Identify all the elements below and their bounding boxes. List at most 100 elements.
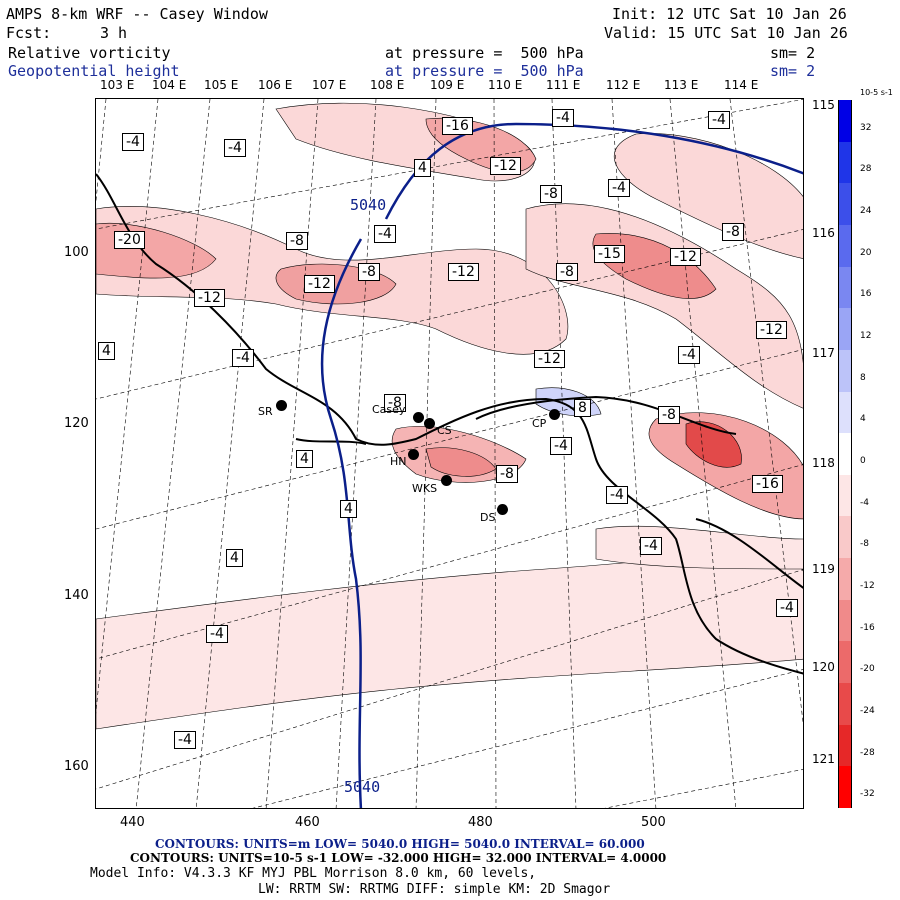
station-label: Casey: [372, 403, 406, 416]
contour-label: -15: [594, 245, 625, 263]
colorbar-segment: [838, 474, 852, 517]
colorbar-segment: [838, 224, 852, 268]
map-title: AMPS 8-km WRF -- Casey Window: [6, 5, 268, 23]
colorbar-segment: [838, 183, 852, 226]
contour-label: -4: [678, 346, 700, 364]
y-tick: 120: [64, 416, 89, 431]
lon-label: 104 E: [152, 78, 187, 92]
colorbar-segment: [838, 141, 852, 184]
y-tick: 100: [64, 245, 89, 260]
contour-label: -20: [114, 231, 145, 249]
lon-label: 110 E: [488, 78, 523, 92]
colorbar-label: -12: [860, 580, 875, 591]
lon-label: 109 E: [430, 78, 465, 92]
x-tick: 500: [641, 815, 666, 830]
footer-contours-height: CONTOURS: UNITS=m LOW= 5040.0 HIGH= 5040…: [155, 837, 645, 851]
station-marker[interactable]: [549, 409, 560, 420]
station-marker[interactable]: [408, 449, 419, 460]
contour-label: -8: [384, 394, 406, 412]
station-label: HN: [390, 455, 407, 468]
colorbar-label: -24: [860, 705, 875, 716]
lon-label: 107 E: [312, 78, 347, 92]
map-plot: [96, 99, 803, 808]
contour-label: -4: [206, 625, 228, 643]
contour-label: -4: [374, 225, 396, 243]
lon-label: 112 E: [606, 78, 641, 92]
y-tick: 160: [64, 759, 89, 774]
station-label: CP: [532, 417, 547, 430]
colorbar-label: -4: [860, 497, 869, 508]
contour-label: -4: [550, 437, 572, 455]
colorbar-label: 32: [860, 122, 872, 133]
colorbar-label: 0: [860, 456, 866, 466]
footer-physics: LW: RRTM SW: RRTMG DIFF: simple KM: 2D S…: [258, 882, 611, 897]
colorbar-segment: [838, 266, 852, 309]
colorbar-segment: [838, 433, 852, 476]
station-marker[interactable]: [413, 412, 424, 423]
lon-label: 105 E: [204, 78, 239, 92]
field1-name: Relative vorticity: [8, 44, 171, 62]
lat-lon-grid: [96, 99, 803, 808]
lat-label: 115 E: [812, 98, 847, 112]
colorbar-segment: [838, 641, 852, 684]
colorbar-segment: [838, 391, 852, 434]
forecast-label: Fcst:: [6, 24, 52, 42]
colorbar-label: -20: [860, 664, 875, 675]
lon-label: 113 E: [664, 78, 699, 92]
colorbar-label: 24: [860, 206, 872, 217]
y-tick: 140: [64, 588, 89, 603]
contour-label: -8: [358, 263, 380, 281]
station-marker[interactable]: [276, 400, 287, 411]
contour-label: 4: [98, 342, 115, 360]
field1-level: at pressure = 500 hPa: [385, 44, 584, 62]
contour-label: 4: [226, 549, 243, 567]
contour-label: -8: [722, 223, 744, 241]
lat-label: 120 E: [812, 660, 847, 674]
contour-label: -12: [448, 263, 479, 281]
field2-level: at pressure = 500 hPa: [385, 62, 584, 80]
contour-label: 8: [574, 399, 591, 417]
colorbar-segment: [838, 599, 852, 642]
lat-label: 118 E: [812, 456, 847, 470]
colorbar-segment: [838, 683, 852, 726]
field2-name: Geopotential height: [8, 62, 180, 80]
colorbar-label: 4: [860, 414, 866, 425]
station-marker[interactable]: [441, 475, 452, 486]
contour-label: -4: [776, 599, 798, 617]
colorbar-label: -8: [860, 539, 869, 550]
station-label: SR: [258, 405, 273, 418]
contour-label: 4: [340, 500, 357, 518]
station-marker[interactable]: [497, 504, 508, 515]
lon-label: 108 E: [370, 78, 405, 92]
contour-label: -4: [174, 731, 196, 749]
colorbar-segment: [838, 558, 852, 601]
colorbar-segment: [838, 516, 852, 559]
contour-label: -12: [194, 289, 225, 307]
contour-label: -8: [286, 232, 308, 250]
height-contour-label: 5040: [344, 778, 381, 796]
x-tick: 480: [468, 815, 493, 830]
contour-label: -12: [670, 248, 701, 266]
contour-label: -12: [756, 321, 787, 339]
lon-label: 103 E: [100, 78, 135, 92]
lat-label: 116 E: [812, 226, 847, 240]
contour-label: -4: [122, 133, 144, 151]
x-tick: 440: [120, 815, 145, 830]
footer-model-info: Model Info: V4.3.3 KF MYJ PBL Morrison 8…: [90, 866, 537, 881]
colorbar-label: -28: [860, 747, 875, 758]
contour-label: -12: [490, 157, 521, 175]
lon-label: 106 E: [258, 78, 293, 92]
colorbar-label: 12: [860, 331, 872, 342]
colorbar-segment: [838, 100, 852, 143]
colorbar-label: -32: [860, 789, 875, 800]
colorbar-unit: 10-5 s-1: [860, 88, 893, 97]
station-marker[interactable]: [424, 418, 435, 429]
contour-label: -8: [658, 406, 680, 424]
contour-label: -8: [496, 465, 518, 483]
contour-label: -4: [608, 179, 630, 197]
x-tick: 460: [295, 815, 320, 830]
valid-time: Valid: 15 UTC Sat 10 Jan 26: [604, 24, 848, 42]
footer-contours-vorticity: CONTOURS: UNITS=10-5 s-1 LOW= -32.000 HI…: [130, 851, 667, 865]
station-label: DS: [480, 511, 496, 524]
colorbar-label: -16: [860, 622, 875, 633]
